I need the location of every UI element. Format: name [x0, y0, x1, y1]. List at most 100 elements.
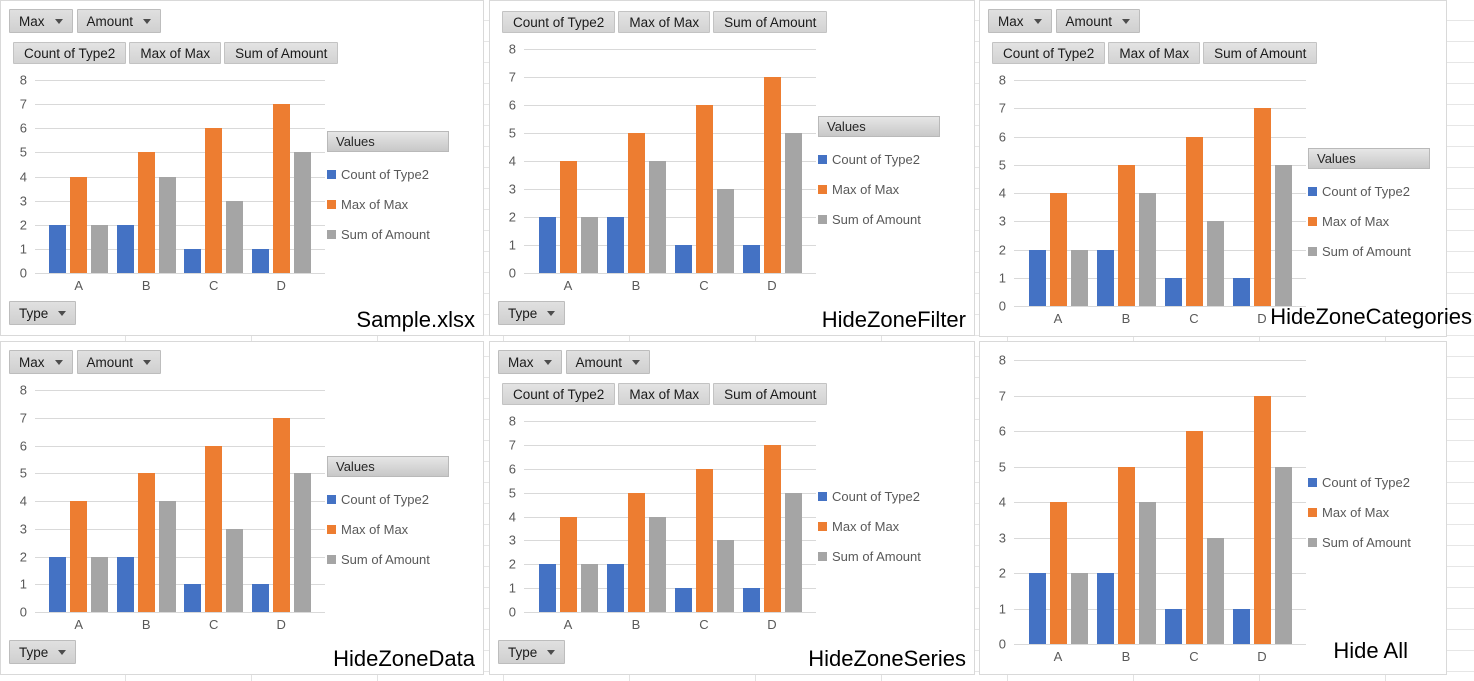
bar[interactable]: [1070, 249, 1088, 306]
bar[interactable]: [742, 245, 760, 273]
bar[interactable]: [91, 556, 109, 612]
bar[interactable]: [784, 492, 802, 612]
bar[interactable]: [627, 492, 645, 612]
data-field-button-count-of-type2[interactable]: Count of Type2: [992, 42, 1106, 64]
bar[interactable]: [695, 468, 713, 612]
bar[interactable]: [606, 564, 624, 612]
data-field-button-max-of-max[interactable]: Max of Max: [129, 42, 222, 64]
bar[interactable]: [293, 152, 311, 273]
bar[interactable]: [695, 105, 713, 273]
bar[interactable]: [1253, 108, 1271, 306]
bar[interactable]: [559, 516, 577, 612]
bar[interactable]: [1164, 608, 1182, 644]
bar[interactable]: [538, 217, 556, 273]
filter-field-button-amount[interactable]: Amount: [565, 350, 651, 374]
filter-field-button-amount[interactable]: Amount: [76, 9, 162, 33]
data-field-button-count-of-type2[interactable]: Count of Type2: [13, 42, 127, 64]
data-field-button-sum-of-amount[interactable]: Sum of Amount: [713, 11, 828, 33]
legend-values-field-button[interactable]: Values: [327, 455, 449, 477]
bar[interactable]: [251, 584, 269, 612]
legend-values-field-button[interactable]: Values: [818, 115, 940, 137]
data-field-button-max-of-max[interactable]: Max of Max: [618, 383, 711, 405]
bar[interactable]: [1274, 466, 1292, 644]
bar[interactable]: [1274, 164, 1292, 306]
data-field-button-sum-of-amount[interactable]: Sum of Amount: [713, 383, 828, 405]
data-field-button-count-of-type2[interactable]: Count of Type2: [502, 383, 616, 405]
bar[interactable]: [49, 224, 67, 273]
bar[interactable]: [91, 224, 109, 273]
bar[interactable]: [1117, 466, 1135, 644]
bar[interactable]: [116, 556, 134, 612]
bar[interactable]: [1049, 193, 1067, 306]
bar[interactable]: [1096, 573, 1114, 644]
bar[interactable]: [184, 248, 202, 273]
bar[interactable]: [716, 189, 734, 273]
bar[interactable]: [1164, 277, 1182, 306]
bar[interactable]: [137, 152, 155, 273]
bar[interactable]: [1028, 249, 1046, 306]
bar[interactable]: [205, 445, 223, 612]
bar[interactable]: [674, 245, 692, 273]
bar[interactable]: [1117, 164, 1135, 306]
bar[interactable]: [158, 501, 176, 612]
filter-field-button-max[interactable]: Max: [498, 350, 562, 374]
bar[interactable]: [226, 200, 244, 273]
bar[interactable]: [1185, 431, 1203, 644]
bar[interactable]: [1232, 277, 1250, 306]
bar[interactable]: [184, 584, 202, 612]
data-field-button-count-of-type2[interactable]: Count of Type2: [502, 11, 616, 33]
bar[interactable]: [1206, 537, 1224, 644]
bar[interactable]: [580, 564, 598, 612]
bar[interactable]: [784, 133, 802, 273]
legend-values-field-button[interactable]: Values: [1308, 147, 1430, 169]
axis-field-button-type[interactable]: Type: [498, 301, 566, 325]
bar[interactable]: [272, 417, 290, 612]
filter-field-button-max[interactable]: Max: [988, 9, 1052, 33]
axis-field-button-type[interactable]: Type: [9, 640, 77, 664]
bar[interactable]: [648, 516, 666, 612]
bar[interactable]: [1253, 395, 1271, 644]
bar[interactable]: [1096, 249, 1114, 306]
bar[interactable]: [293, 473, 311, 612]
data-field-button-sum-of-amount[interactable]: Sum of Amount: [224, 42, 339, 64]
bar[interactable]: [763, 444, 781, 612]
bar[interactable]: [742, 588, 760, 612]
bar[interactable]: [763, 77, 781, 273]
filter-field-button-max[interactable]: Max: [9, 9, 73, 33]
legend-values-field-button[interactable]: Values: [327, 131, 449, 152]
bar[interactable]: [158, 176, 176, 273]
filter-field-button-amount[interactable]: Amount: [76, 350, 162, 374]
bar[interactable]: [559, 161, 577, 273]
bar[interactable]: [1049, 502, 1067, 644]
bar[interactable]: [716, 540, 734, 612]
bar[interactable]: [1028, 573, 1046, 644]
bar[interactable]: [1070, 573, 1088, 644]
bar[interactable]: [1138, 193, 1156, 306]
bar[interactable]: [648, 161, 666, 273]
axis-field-button-type[interactable]: Type: [498, 640, 566, 664]
data-field-button-max-of-max[interactable]: Max of Max: [618, 11, 711, 33]
bar[interactable]: [70, 501, 88, 612]
bar[interactable]: [272, 104, 290, 273]
bar[interactable]: [70, 176, 88, 273]
bar[interactable]: [137, 473, 155, 612]
bar[interactable]: [538, 564, 556, 612]
bar[interactable]: [116, 224, 134, 273]
bar[interactable]: [606, 217, 624, 273]
bar[interactable]: [627, 133, 645, 273]
bar[interactable]: [1138, 502, 1156, 644]
bar[interactable]: [1206, 221, 1224, 306]
bar[interactable]: [205, 128, 223, 273]
bar[interactable]: [674, 588, 692, 612]
bar[interactable]: [49, 556, 67, 612]
bar[interactable]: [580, 217, 598, 273]
bar[interactable]: [251, 248, 269, 273]
bar[interactable]: [1185, 136, 1203, 306]
filter-field-button-amount[interactable]: Amount: [1055, 9, 1141, 33]
filter-field-button-max[interactable]: Max: [9, 350, 73, 374]
axis-field-button-type[interactable]: Type: [9, 301, 77, 325]
data-field-button-max-of-max[interactable]: Max of Max: [1108, 42, 1201, 64]
data-field-button-sum-of-amount[interactable]: Sum of Amount: [1203, 42, 1318, 64]
bar[interactable]: [1232, 608, 1250, 644]
bar[interactable]: [226, 528, 244, 612]
